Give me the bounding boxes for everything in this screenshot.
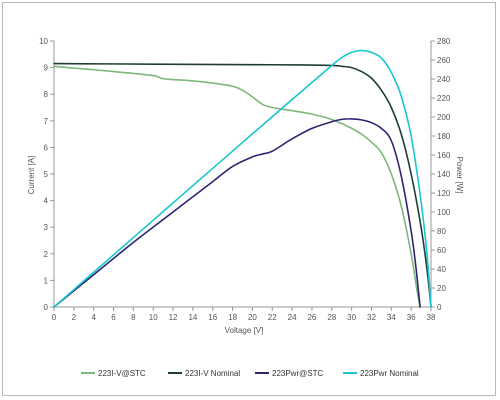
x-tick-label: 30 (347, 313, 356, 322)
x-tick-label: 4 (91, 313, 96, 322)
x-axis-label: Voltage [V] (225, 326, 264, 335)
series-line-4 (53, 49, 432, 308)
x-tick-label: 8 (131, 313, 136, 322)
y-left-tick-label: 2 (44, 250, 49, 259)
x-tick-label: 12 (169, 313, 178, 322)
y-right-tick-label: 120 (437, 189, 451, 198)
series-line-3 (53, 118, 421, 308)
series-line-2 (53, 62, 432, 308)
y-left-tick-label: 0 (44, 303, 49, 312)
legend-label-1: 223I-V@STC (98, 369, 146, 378)
x-tick-label: 16 (208, 313, 217, 322)
x-tick-label: 28 (327, 313, 336, 322)
y-left-tick-label: 5 (44, 170, 49, 179)
x-tick-label: 14 (188, 313, 197, 322)
y-left-tick-label: 8 (44, 90, 49, 99)
legend: 223I-V@STC 223I-V Nominal 223Pwr@STC 223Pwr… (81, 369, 419, 378)
y-right-tick-label: 160 (437, 151, 451, 160)
x-tick-label: 26 (307, 313, 316, 322)
y-right-tick-label: 20 (437, 284, 446, 293)
y-right-tick-label: 180 (437, 132, 451, 141)
x-tick-label: 34 (387, 313, 396, 322)
x-tick-label: 38 (427, 313, 436, 322)
x-tick-label: 2 (72, 313, 77, 322)
y-right-tick-label: 80 (437, 227, 446, 236)
x-tick-label: 10 (149, 313, 158, 322)
y-right-tick-label: 220 (437, 94, 451, 103)
x-tick-label: 0 (52, 313, 57, 322)
y-right-tick-label: 240 (437, 75, 451, 84)
legend-label-3: 223Pwr@STC (272, 369, 323, 378)
y-right-tick-label: 60 (437, 246, 446, 255)
chart-frame: 0 2 4 6 8 10 12 14 16 18 20 22 24 26 28 30 32 34 36 38 0 1 2 3 4… (2, 2, 496, 396)
y-left-tick-label: 9 (44, 64, 49, 73)
y-right-tick-label: 100 (437, 208, 451, 217)
x-tick-label: 32 (367, 313, 376, 322)
x-tick-label: 24 (288, 313, 297, 322)
y-axis-right-label: Power [W] (455, 157, 464, 194)
y-right-tick-label: 280 (437, 37, 451, 46)
y-axis-left-label: Current [A] (27, 156, 36, 195)
x-tick-label: 6 (111, 313, 116, 322)
x-tick-label: 36 (407, 313, 416, 322)
y-left-tick-label: 4 (44, 197, 49, 206)
axes: 0 2 4 6 8 10 12 14 16 18 20 22 24 26 28 30 32 34 36 3801234… (39, 37, 451, 322)
y-right-tick-label: 200 (437, 113, 451, 122)
x-tick-label: 20 (248, 313, 257, 322)
y-right-tick-label: 140 (437, 170, 451, 179)
x-tick-label: 22 (268, 313, 277, 322)
series-group (53, 49, 432, 308)
y-left-tick-label: 7 (44, 117, 49, 126)
y-left-tick-label: 10 (39, 37, 48, 46)
legend-label-4: 223Pwr Nominal (360, 369, 419, 378)
y-left-tick-label: 3 (44, 223, 49, 232)
y-right-tick-label: 40 (437, 265, 446, 274)
legend-label-2: 223I-V Nominal (185, 369, 240, 378)
chart: 0 2 4 6 8 10 12 14 16 18 20 22 24 26 28 30 32 34 36 3801234… (27, 37, 464, 378)
y-right-tick-label: 260 (437, 56, 451, 65)
y-left-tick-label: 1 (44, 276, 49, 285)
y-left-tick-label: 6 (44, 143, 49, 152)
x-tick-label: 18 (228, 313, 237, 322)
y-right-tick-label: 0 (437, 303, 442, 312)
series-line-1 (53, 65, 421, 308)
